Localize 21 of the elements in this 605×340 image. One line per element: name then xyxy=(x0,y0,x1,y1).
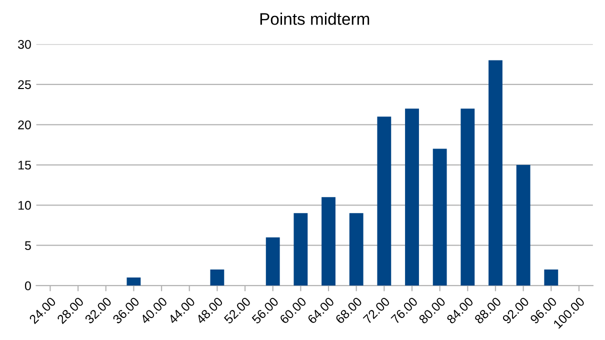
y-tick-label: 5 xyxy=(24,241,31,250)
bar xyxy=(266,237,280,286)
bar xyxy=(488,60,502,286)
bar xyxy=(126,278,141,286)
y-tick-label: 15 xyxy=(18,160,31,170)
bar xyxy=(322,197,336,286)
y-tick-label: 20 xyxy=(18,120,31,130)
bar xyxy=(349,213,364,286)
bar xyxy=(294,213,308,286)
y-tick-label: 10 xyxy=(18,200,31,210)
bar xyxy=(377,116,392,286)
bar xyxy=(460,108,475,286)
bar xyxy=(405,108,419,286)
y-tick-label: 0 xyxy=(24,281,31,290)
bar xyxy=(544,270,558,286)
bar xyxy=(210,270,224,286)
bar xyxy=(432,148,447,286)
bar xyxy=(516,164,530,286)
y-tick-label: 25 xyxy=(18,80,31,90)
chart-title: Points midterm xyxy=(260,12,370,25)
y-tick-label: 30 xyxy=(18,40,31,49)
